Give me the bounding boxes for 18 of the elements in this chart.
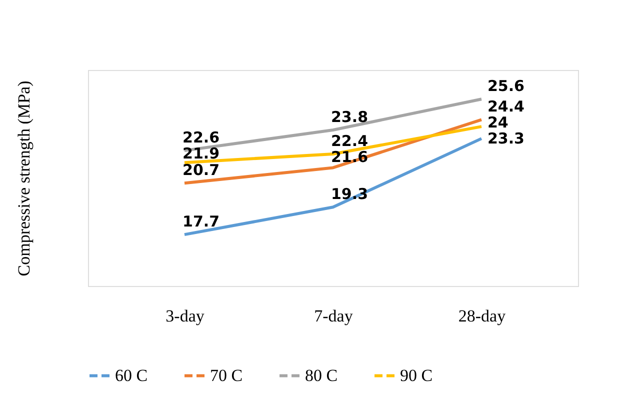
- data-label: 20.7: [182, 161, 220, 180]
- data-label: 24.4: [487, 98, 524, 116]
- x-tick-label: 3-day: [166, 306, 205, 326]
- x-tick-label: 7-day: [314, 306, 354, 326]
- data-label: 24: [487, 114, 508, 132]
- data-label: 22.6: [182, 128, 220, 147]
- x-tick-label: 28-day: [458, 306, 506, 326]
- data-label: 23.3: [487, 130, 524, 148]
- data-label: 17.7: [182, 212, 220, 231]
- data-label: 21.9: [182, 144, 220, 163]
- data-label: 22.4: [331, 132, 368, 150]
- data-label: 23.8: [331, 108, 368, 126]
- legend-label: 80 C: [305, 366, 338, 385]
- legend-label: 90 C: [400, 366, 433, 385]
- data-label: 25.6: [487, 77, 524, 96]
- legend-label: 70 C: [210, 366, 243, 385]
- y-axis-title: Compressive strength (MPa): [14, 80, 34, 276]
- legend-label: 60 C: [115, 366, 148, 385]
